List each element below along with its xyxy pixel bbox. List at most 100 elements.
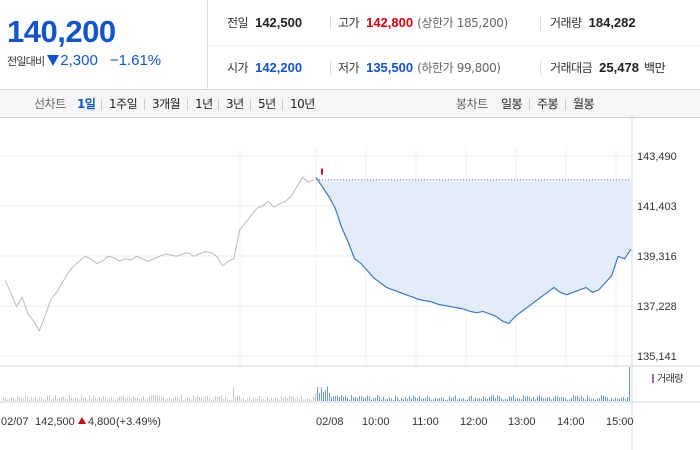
volume-bar bbox=[169, 398, 170, 401]
volume-bar bbox=[73, 398, 74, 401]
volume-bar bbox=[613, 399, 614, 401]
volume-bar bbox=[483, 396, 484, 401]
period-tab-1y[interactable]: 1년 bbox=[195, 97, 213, 111]
volume-bar bbox=[133, 395, 134, 401]
candle-tab-daily[interactable]: 일봉 bbox=[501, 97, 523, 111]
volume-bar bbox=[209, 398, 210, 401]
volume-bar bbox=[467, 399, 468, 401]
volume-bar bbox=[571, 398, 572, 401]
volume-bar bbox=[525, 396, 526, 401]
candle-tab-monthly[interactable]: 월봉 bbox=[573, 97, 595, 111]
change-value: 2,300 bbox=[60, 52, 98, 69]
today-fill-area bbox=[316, 179, 631, 324]
volume-bar bbox=[443, 398, 444, 401]
volume-bar bbox=[213, 399, 214, 401]
divider bbox=[540, 61, 541, 75]
volume-bar bbox=[155, 395, 156, 401]
volume-bar bbox=[203, 399, 204, 401]
volume-bar bbox=[531, 398, 532, 401]
volume-bar bbox=[559, 397, 560, 401]
volume-cell: 거래량 184,282 bbox=[550, 0, 636, 45]
x-tick-label: 10:00 bbox=[362, 416, 390, 428]
volume-bar bbox=[389, 397, 390, 401]
volume-bar bbox=[101, 397, 102, 401]
volume-bar bbox=[11, 397, 12, 401]
volume-bar bbox=[35, 396, 36, 401]
volume-bar bbox=[129, 397, 130, 401]
period-tab-10y[interactable]: 10년 bbox=[290, 97, 315, 111]
volume-bar bbox=[207, 395, 208, 401]
volume-bar bbox=[27, 396, 28, 401]
volume-bar bbox=[315, 393, 316, 401]
divider bbox=[144, 99, 145, 110]
volume-bar bbox=[501, 397, 502, 401]
period-tab-1d[interactable]: 1일 bbox=[77, 97, 96, 111]
row-divider bbox=[208, 45, 700, 46]
volume-bar bbox=[499, 395, 500, 401]
volume-bar bbox=[163, 397, 164, 401]
volume-bar bbox=[171, 398, 172, 401]
low-value: 135,500 bbox=[366, 60, 414, 75]
volume-bar bbox=[173, 398, 174, 401]
volume-bar bbox=[81, 396, 82, 401]
volume-bar bbox=[93, 395, 94, 401]
volume-bars bbox=[3, 367, 630, 401]
high-label: 고가 bbox=[338, 16, 360, 30]
current-price-box: 140,200 전일대비 2,300 −1.61% bbox=[0, 0, 208, 90]
volume-bar bbox=[57, 399, 58, 401]
volume-bar bbox=[599, 398, 600, 401]
volume-bar bbox=[99, 396, 100, 401]
volume-bar bbox=[433, 399, 434, 401]
volume-bar bbox=[581, 395, 582, 401]
volume-bar bbox=[383, 396, 384, 401]
volume-bar bbox=[569, 399, 570, 401]
volume-bar bbox=[271, 397, 272, 401]
volume-bar bbox=[621, 397, 622, 401]
period-tab-5y[interactable]: 5년 bbox=[258, 97, 276, 111]
divider bbox=[282, 99, 283, 110]
volume-bar bbox=[251, 399, 252, 401]
volume-bar bbox=[3, 397, 4, 401]
volume-bar bbox=[159, 396, 160, 401]
volume-bar bbox=[489, 396, 490, 401]
volume-bar bbox=[607, 397, 608, 401]
period-tab-3m[interactable]: 3개월 bbox=[152, 97, 181, 111]
volume-bar bbox=[215, 396, 216, 401]
volume-bar bbox=[547, 397, 548, 401]
volume-bar bbox=[165, 399, 166, 401]
change-percent: −1.61% bbox=[109, 52, 162, 69]
volume-bar bbox=[551, 399, 552, 401]
volume-bar bbox=[33, 398, 34, 401]
y-axis-labels: 143,490 141,403 139,316 137,228 135,141 bbox=[637, 151, 677, 363]
volume-bar bbox=[317, 387, 318, 401]
prev-close-cell: 전일 142,500 bbox=[227, 0, 302, 45]
x-tick-label: 14:00 bbox=[557, 416, 585, 428]
current-price: 140,200 bbox=[7, 14, 116, 49]
volume-bar bbox=[233, 387, 234, 401]
candle-tab-weekly[interactable]: 주봉 bbox=[537, 97, 559, 111]
volume-bar bbox=[313, 396, 314, 401]
volume-bar bbox=[427, 395, 428, 401]
volume-bar bbox=[597, 398, 598, 401]
volume-bar bbox=[85, 398, 86, 401]
volume-bar bbox=[355, 396, 356, 401]
volume-bar bbox=[481, 398, 482, 401]
divider bbox=[101, 99, 102, 110]
volume-bar bbox=[409, 396, 410, 401]
volume-bar bbox=[629, 367, 630, 401]
volume-bar bbox=[515, 398, 516, 401]
divider bbox=[330, 61, 331, 75]
volume-label: 거래량 bbox=[550, 16, 582, 30]
volume-bar bbox=[25, 396, 26, 401]
period-tab-3y[interactable]: 3년 bbox=[226, 97, 244, 111]
volume-bar bbox=[9, 398, 10, 401]
volume-bar bbox=[67, 399, 68, 401]
volume-bar bbox=[579, 397, 580, 401]
divider bbox=[218, 99, 219, 110]
volume-bar bbox=[455, 395, 456, 401]
period-tab-1w[interactable]: 1주일 bbox=[109, 97, 138, 111]
volume-bar bbox=[333, 396, 334, 401]
volume-bar bbox=[485, 397, 486, 401]
volume-bar bbox=[21, 397, 22, 401]
volume-bar bbox=[241, 399, 242, 401]
